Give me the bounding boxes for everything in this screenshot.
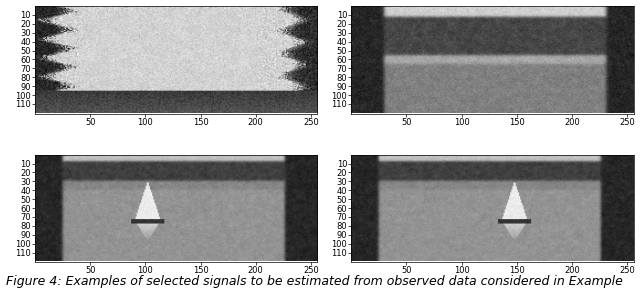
Text: Figure 4: Examples of selected signals to be estimated from observed data consid: Figure 4: Examples of selected signals t… [6, 274, 623, 288]
